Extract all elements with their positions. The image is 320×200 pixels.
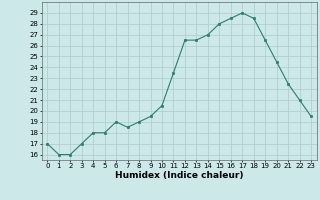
X-axis label: Humidex (Indice chaleur): Humidex (Indice chaleur) bbox=[115, 171, 244, 180]
